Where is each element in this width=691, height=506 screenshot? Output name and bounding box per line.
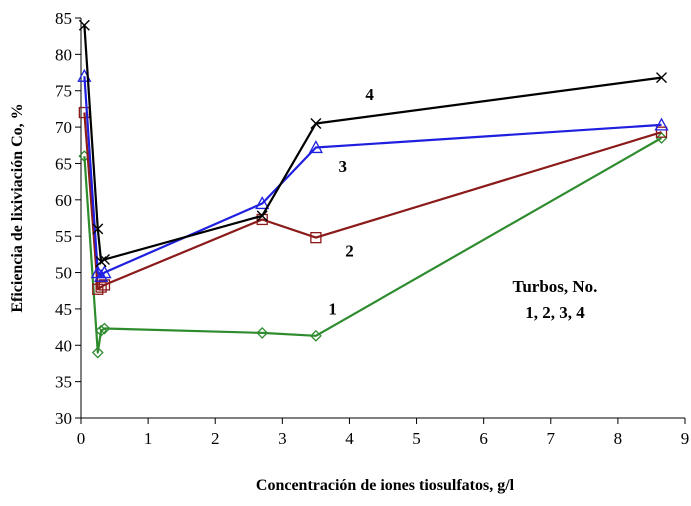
series-4-point [95, 256, 107, 268]
x-tick-label: 1 [144, 429, 153, 448]
series-1-point [256, 326, 269, 339]
series-1-point [655, 132, 668, 144]
series-2-point [98, 279, 111, 291]
series-2-label: 2 [345, 242, 354, 261]
series-4-point [310, 117, 322, 129]
series-3-point [654, 117, 669, 131]
series-2-point [310, 231, 322, 244]
x-tick-label: 6 [479, 429, 488, 448]
y-axis-title: Eficiencia de lixiviación Co, % [9, 103, 26, 312]
series-4-point [256, 210, 268, 222]
annotation-line-2: 1, 2, 3, 4 [525, 303, 585, 322]
series-2-line [83, 112, 662, 291]
series-3-point [94, 268, 109, 282]
x-tick-label: 3 [278, 429, 287, 448]
x-tick-label: 2 [211, 429, 220, 448]
series-2-point [655, 126, 668, 138]
series-3-point [97, 265, 112, 279]
y-tick-label: 70 [55, 118, 72, 137]
y-tick-label: 75 [55, 82, 72, 101]
series-1-point [95, 324, 108, 337]
y-tick-label: 65 [55, 154, 72, 173]
x-tick-label: 0 [77, 429, 86, 448]
series-1-point [91, 346, 104, 359]
y-tick-label: 35 [55, 373, 72, 392]
series-1-point [98, 322, 111, 335]
annotation-line-1: Turbos, No. [513, 277, 598, 296]
series-2-point [95, 281, 107, 293]
y-tick-label: 85 [55, 9, 72, 28]
x-tick-label: 4 [345, 429, 354, 448]
y-tick-label: 30 [55, 409, 72, 428]
series-4-point [656, 72, 668, 84]
x-tick-label: 9 [681, 429, 690, 448]
x-axis-title: Concentración de iones tiosulfatos, g/l [256, 477, 515, 494]
series-1-point [309, 329, 322, 342]
y-tick-label: 40 [55, 336, 72, 355]
series-3-label: 3 [338, 157, 347, 176]
x-tick-label: 8 [614, 429, 623, 448]
series-3-point [255, 196, 270, 210]
y-tick-label: 60 [55, 191, 72, 210]
series-4-point [78, 19, 90, 31]
y-tick-label: 45 [55, 300, 72, 319]
series-4-point [92, 223, 104, 235]
series-1-label: 1 [328, 300, 337, 319]
series-4-point [98, 253, 110, 265]
series-4-label: 4 [365, 85, 374, 104]
x-tick-label: 7 [547, 429, 556, 448]
y-tick-label: 80 [55, 45, 72, 64]
series-3-point [308, 140, 323, 154]
series-3-line [83, 76, 662, 278]
y-tick-label: 55 [55, 227, 72, 246]
y-tick-label: 50 [55, 264, 72, 283]
x-tick-label: 5 [412, 429, 421, 448]
